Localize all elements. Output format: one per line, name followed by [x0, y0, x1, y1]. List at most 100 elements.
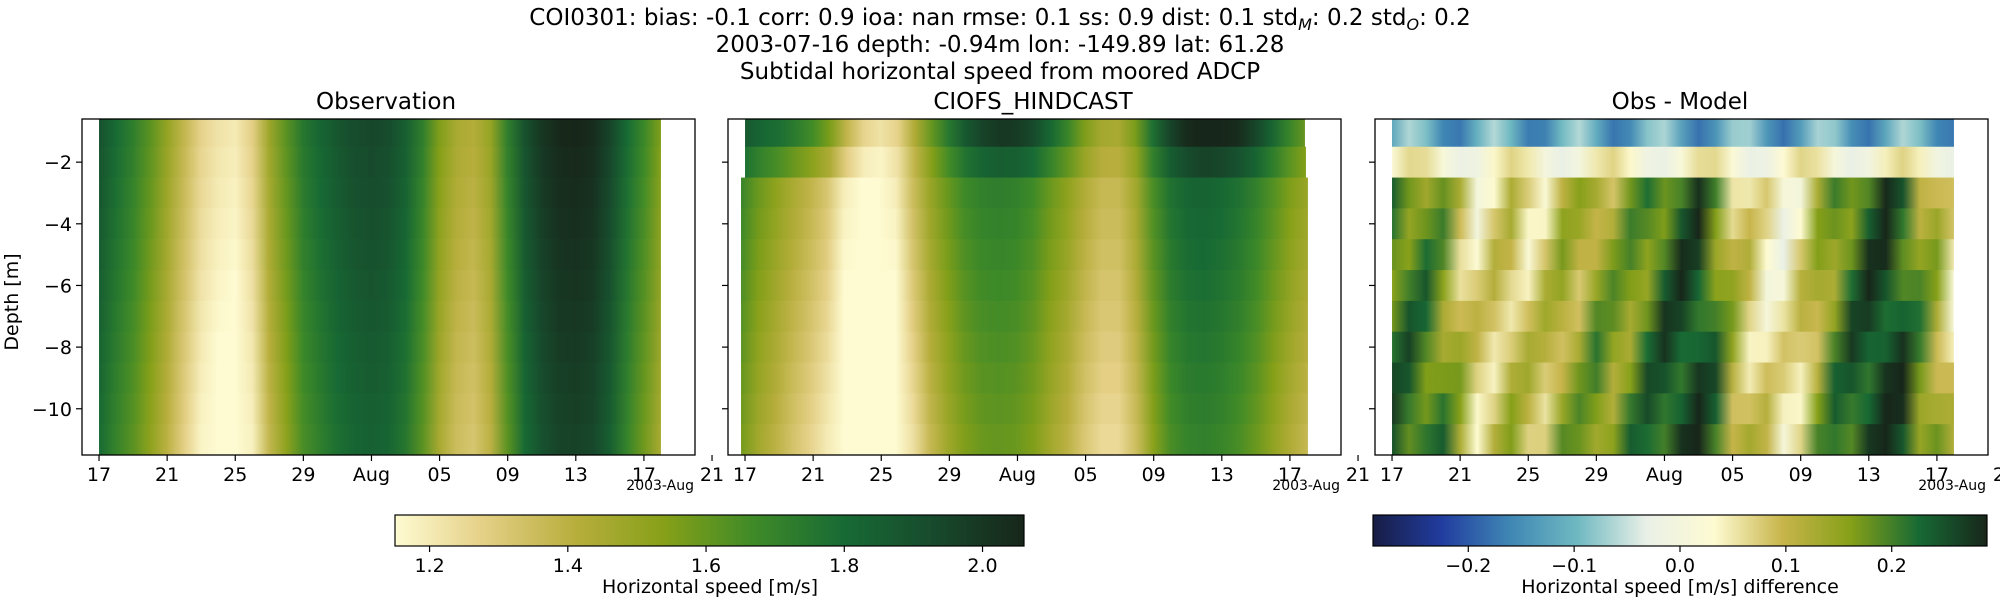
- x-tick-label: 13: [564, 464, 588, 486]
- heatmap-row: [1392, 362, 1954, 394]
- y-tick-label: −4: [44, 214, 72, 236]
- x-tick-label: 21: [1346, 464, 1370, 486]
- heatmap-row: [99, 393, 661, 425]
- x-tick-label: 21: [1448, 464, 1472, 486]
- heatmap-row: [1392, 300, 1954, 333]
- panel-title-observation: Observation: [316, 89, 456, 115]
- heatmap-row: [1392, 208, 1954, 240]
- header-location: 2003-07-16 depth: -0.94m lon: -149.89 la…: [716, 32, 1285, 58]
- x-tick-label: 17: [632, 464, 656, 486]
- x-tick-label: 29: [1584, 464, 1608, 486]
- heatmap-row: [745, 146, 1306, 179]
- colorbar-tick-label: 1.6: [691, 555, 721, 577]
- colorbar-tick-label: 0.0: [1665, 555, 1695, 577]
- colorbar-difference: −0.2 −0.1 0.0 0.1 0.2: [1372, 514, 1988, 577]
- x-tick-label: 29: [291, 464, 315, 486]
- heatmap-row: [99, 300, 661, 333]
- x-tick-label: 29: [937, 464, 961, 486]
- panel-model: 17 21 25 29 Aug 05 09 13 17 21: [722, 118, 1370, 486]
- x-tick-label: 05: [427, 464, 451, 486]
- heatmap-row: [1392, 146, 1954, 179]
- heatmap-row: [741, 208, 1308, 240]
- colorbar-tick-label: −0.1: [1551, 555, 1597, 577]
- colorbar-gradient: [1372, 514, 1988, 547]
- header-subtitle: Subtidal horizontal speed from moored AD…: [740, 59, 1260, 85]
- panel-title-difference: Obs - Model: [1612, 89, 1749, 115]
- date-offset-label-model: 2003-Aug: [1272, 478, 1340, 494]
- colorbar-tick-label: 0.1: [1771, 555, 1801, 577]
- heatmap-row: [745, 119, 1305, 148]
- colorbar-difference-label: Horizontal speed [m/s] difference: [1521, 576, 1839, 598]
- panel-title-model: CIOFS_HINDCAST: [933, 89, 1133, 115]
- heatmap-row: [741, 331, 1308, 364]
- heatmap-row: [1392, 177, 1954, 209]
- x-tick-label: Aug: [353, 464, 390, 486]
- date-offset-label-observation: 2003-Aug: [626, 478, 694, 494]
- panel-frame: [727, 118, 1342, 456]
- heatmap-row: [741, 300, 1308, 333]
- x-tick-label: 21: [1993, 464, 2000, 486]
- heatmap-row: [99, 331, 661, 364]
- heatmap-row: [99, 146, 661, 179]
- colorbar-tick-label: 1.4: [553, 555, 583, 577]
- panel-difference: 17 21 25 29 Aug 05 09 13 17 21: [1369, 118, 2000, 486]
- x-tick-label: Aug: [999, 464, 1036, 486]
- heatmap-row: [99, 119, 661, 148]
- heatmap-row: [99, 177, 661, 209]
- heatmap-row: [99, 362, 661, 394]
- heatmap-row: [741, 239, 1308, 271]
- colorbar-speed: 1.2 1.4 1.6 1.8 2.0: [394, 514, 1025, 577]
- colorbar-gradient: [394, 514, 1025, 547]
- x-tick-label: 21: [155, 464, 179, 486]
- heatmap-row: [1392, 270, 1954, 302]
- heatmap-row: [99, 424, 661, 455]
- y-axis-label: Depth [m]: [1, 253, 23, 350]
- x-tick-label: 25: [1516, 464, 1540, 486]
- y-tick-label: −8: [44, 337, 72, 359]
- x-tick-label: 09: [1142, 464, 1166, 486]
- x-tick-label: 17: [1380, 464, 1404, 486]
- heatmap-row: [99, 270, 661, 302]
- heatmap-row: [741, 393, 1308, 425]
- heatmap-row: [741, 424, 1308, 455]
- colorbar-speed-label: Horizontal speed [m/s]: [602, 576, 818, 598]
- y-tick-label: −10: [32, 399, 72, 421]
- x-tick-label: 17: [87, 464, 111, 486]
- x-tick-label: 09: [1789, 464, 1813, 486]
- heatmap-row: [1392, 424, 1954, 455]
- x-tick-label: 21: [801, 464, 825, 486]
- x-tick-label: 21: [700, 464, 724, 486]
- y-tick-label: −2: [44, 152, 72, 174]
- heatmap-row: [741, 177, 1308, 209]
- x-tick-label: Aug: [1646, 464, 1683, 486]
- heatmap-row: [741, 270, 1308, 302]
- heatmap-row: [1392, 239, 1954, 271]
- y-tick-label: −6: [44, 275, 72, 297]
- panel-frame: [1374, 118, 1989, 456]
- x-tick-label: 13: [1210, 464, 1234, 486]
- colorbar-tick-label: 0.2: [1877, 555, 1907, 577]
- x-tick-label: 13: [1857, 464, 1881, 486]
- x-tick-label: 25: [869, 464, 893, 486]
- colorbar-tick-label: 2.0: [967, 555, 997, 577]
- x-tick-label: 05: [1720, 464, 1744, 486]
- panel-observation: 17 21 25 29 Aug 05 09 13 17 21 −2 −4 −6 −8 −10: [32, 118, 724, 486]
- colorbar-tick-label: 1.2: [414, 555, 444, 577]
- header-stats: COI0301: bias: -0.1 corr: 0.9 ioa: nan r…: [529, 5, 1470, 34]
- colorbar-tick-label: −0.2: [1445, 555, 1491, 577]
- heatmap-row: [99, 239, 661, 271]
- x-tick-label: 17: [1925, 464, 1949, 486]
- heatmap-row: [1392, 331, 1954, 364]
- heatmap-row: [741, 362, 1308, 394]
- x-tick-label: 17: [733, 464, 757, 486]
- date-offset-label-difference: 2003-Aug: [1918, 478, 1986, 494]
- panel-frame: [81, 118, 696, 456]
- colorbar-tick-label: 1.8: [829, 555, 859, 577]
- heatmap-row: [99, 208, 661, 240]
- x-tick-label: 05: [1073, 464, 1097, 486]
- heatmap-row: [1392, 393, 1954, 425]
- x-tick-label: 09: [496, 464, 520, 486]
- x-tick-label: 25: [223, 464, 247, 486]
